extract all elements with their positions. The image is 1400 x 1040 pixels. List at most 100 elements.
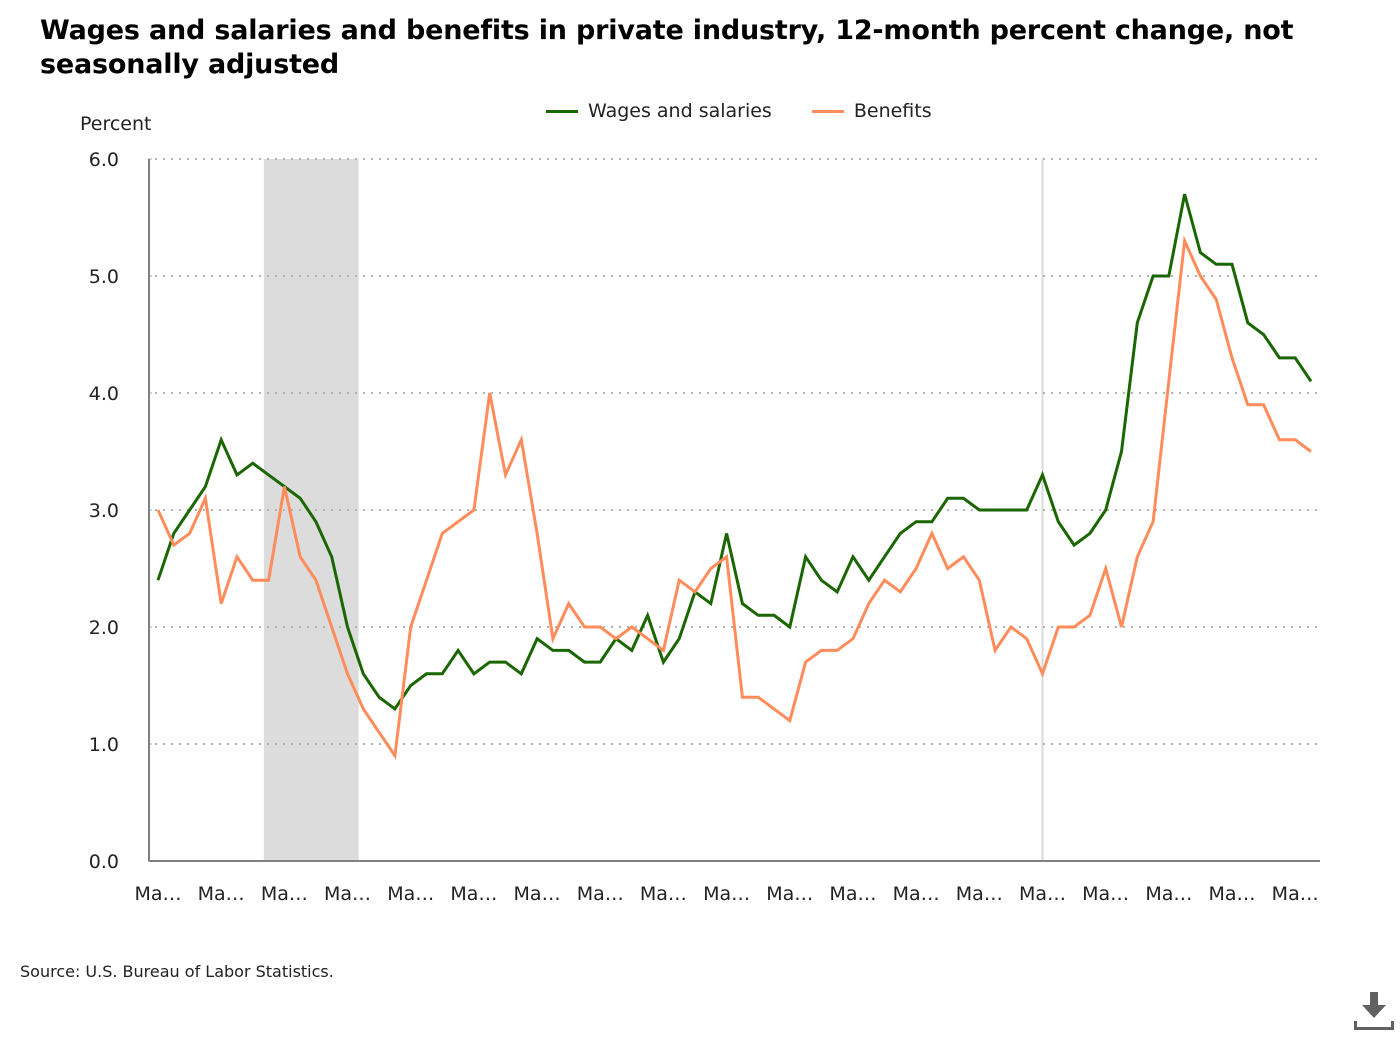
data-point-benefits — [657, 644, 669, 656]
x-tick-label: Ma… — [766, 883, 813, 905]
data-point-wages — [879, 551, 891, 563]
data-point-wages — [958, 492, 970, 504]
data-point-wages — [926, 516, 938, 528]
data-point-benefits — [973, 574, 985, 586]
legend-swatch-benefits — [811, 109, 844, 113]
data-point-wages — [1131, 317, 1143, 329]
x-tick-label: Ma… — [577, 883, 624, 905]
data-point-benefits — [436, 527, 448, 539]
data-point-benefits — [1289, 434, 1301, 446]
data-point-wages — [405, 680, 417, 692]
y-tick-label: 5.0 — [89, 266, 119, 288]
data-point-benefits — [942, 563, 954, 575]
x-tick-label: Ma… — [956, 883, 1003, 905]
data-point-wages — [1084, 527, 1096, 539]
data-point-wages — [294, 492, 306, 504]
data-point-benefits — [373, 726, 385, 738]
data-point-wages — [231, 469, 243, 481]
data-point-wages — [1273, 352, 1285, 364]
legend-label-wages: Wages and salaries — [588, 100, 772, 122]
data-point-wages — [989, 504, 1001, 516]
data-point-benefits — [531, 527, 543, 539]
x-tick-label: Ma… — [1272, 883, 1319, 905]
data-point-benefits — [768, 703, 780, 715]
data-point-benefits — [1242, 399, 1254, 411]
x-tick-label: Ma… — [703, 883, 750, 905]
x-tick-label: Ma… — [324, 883, 371, 905]
download-button[interactable] — [1352, 990, 1396, 1034]
data-point-wages — [310, 516, 322, 528]
x-tick-label: Ma… — [261, 883, 308, 905]
data-point-wages — [1005, 504, 1017, 516]
series-line-benefits — [156, 235, 1312, 760]
data-point-wages — [484, 656, 496, 668]
data-point-wages — [373, 691, 385, 703]
data-point-benefits — [721, 551, 733, 563]
data-point-wages — [215, 434, 227, 446]
data-point-benefits — [926, 527, 938, 539]
data-point-benefits — [1179, 235, 1191, 247]
data-point-benefits — [1210, 293, 1222, 305]
data-point-wages — [421, 668, 433, 680]
legend-item-benefits[interactable]: Benefits — [811, 100, 932, 122]
data-point-benefits — [263, 574, 275, 586]
data-point-wages — [815, 574, 827, 586]
data-point-wages — [515, 668, 527, 680]
data-point-wages — [910, 516, 922, 528]
data-point-wages — [1147, 270, 1159, 282]
x-tick-label: Ma… — [198, 883, 245, 905]
x-tick-label: Ma… — [450, 883, 497, 905]
data-point-wages — [1289, 352, 1301, 364]
data-point-wages — [942, 492, 954, 504]
data-point-benefits — [989, 644, 1001, 656]
y-tick-label: 4.0 — [89, 383, 119, 405]
y-tick-label: 1.0 — [89, 734, 119, 756]
data-point-wages — [831, 586, 843, 598]
x-tick-label: Ma… — [387, 883, 434, 905]
data-point-benefits — [784, 715, 796, 727]
data-point-benefits — [563, 598, 575, 610]
recession-band — [263, 159, 359, 861]
data-point-wages — [563, 644, 575, 656]
data-point-benefits — [958, 551, 970, 563]
data-point-wages — [863, 574, 875, 586]
data-point-benefits — [278, 481, 290, 493]
data-point-wages — [263, 469, 275, 481]
data-point-wages — [326, 551, 338, 563]
data-point-wages — [1163, 270, 1175, 282]
data-point-benefits — [1258, 399, 1270, 411]
data-point-wages — [800, 551, 812, 563]
data-point-wages — [626, 644, 638, 656]
data-point-benefits — [389, 750, 401, 762]
legend-item-wages[interactable]: Wages and salaries — [546, 100, 772, 122]
data-point-wages — [673, 633, 685, 645]
legend: Wages and salaries Benefits — [546, 100, 972, 122]
data-point-wages — [357, 668, 369, 680]
data-point-benefits — [168, 539, 180, 551]
data-point-wages — [642, 609, 654, 621]
download-icon — [1354, 992, 1394, 1030]
data-point-benefits — [199, 492, 211, 504]
data-point-benefits — [484, 387, 496, 399]
data-point-benefits — [294, 551, 306, 563]
data-point-wages — [894, 527, 906, 539]
data-point-wages — [452, 644, 464, 656]
data-point-wages — [184, 504, 196, 516]
data-point-benefits — [499, 469, 511, 481]
data-point-wages — [1068, 539, 1080, 551]
data-point-benefits — [800, 656, 812, 668]
data-point-wages — [199, 481, 211, 493]
data-point-wages — [973, 504, 985, 516]
data-point-wages — [752, 609, 764, 621]
legend-label-benefits: Benefits — [853, 100, 932, 122]
data-point-benefits — [847, 633, 859, 645]
data-point-wages — [1305, 375, 1317, 387]
data-point-wages — [436, 668, 448, 680]
data-point-benefits — [1147, 516, 1159, 528]
data-point-wages — [578, 656, 590, 668]
data-point-benefits — [342, 668, 354, 680]
data-point-benefits — [231, 551, 243, 563]
x-tick-label: Ma… — [1019, 883, 1066, 905]
y-tick-label: 3.0 — [89, 500, 119, 522]
data-point-benefits — [626, 621, 638, 633]
